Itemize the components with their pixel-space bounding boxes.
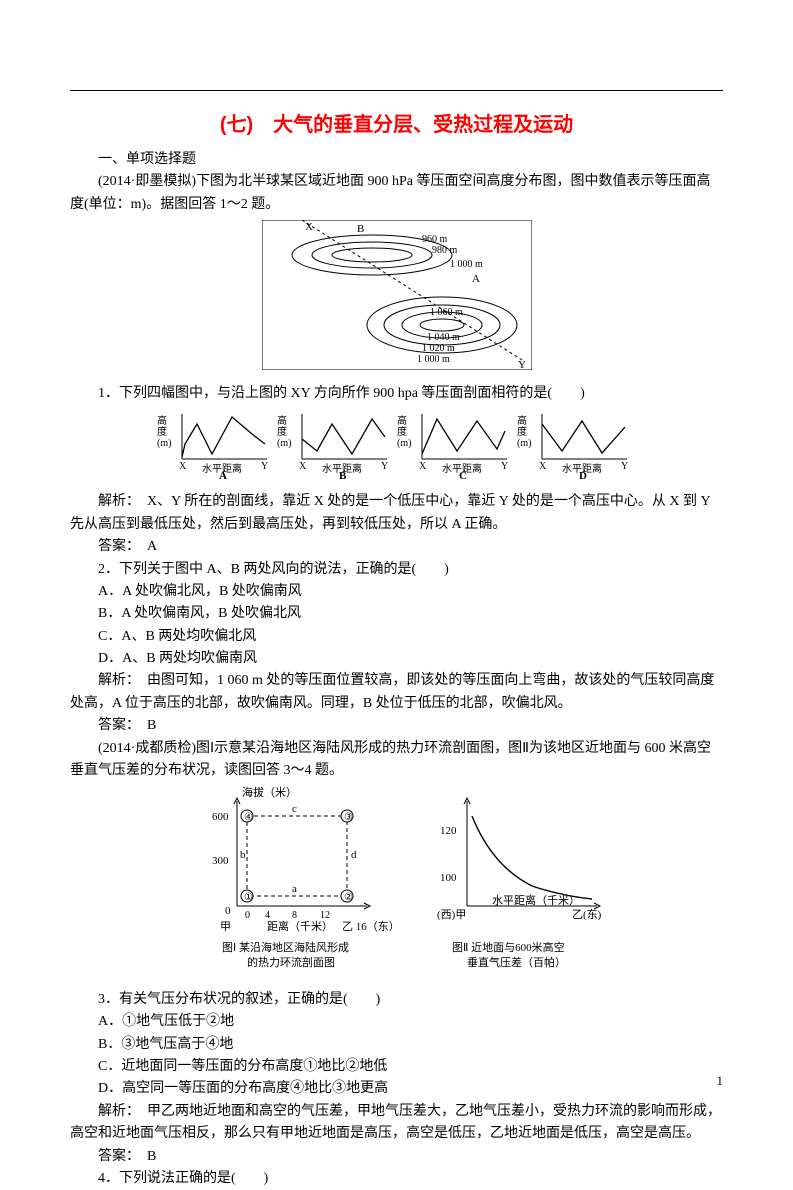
q2-option-a: A．A 处吹偏北风，B 处吹偏南风 bbox=[70, 581, 723, 603]
answer-3: 答案： B bbox=[70, 1146, 723, 1168]
svg-text:度: 度 bbox=[517, 425, 527, 438]
label-b: B bbox=[357, 223, 364, 235]
svg-text:0: 0 bbox=[225, 905, 231, 917]
svg-text:乙(东): 乙(东) bbox=[572, 908, 602, 921]
svg-text:960 m: 960 m bbox=[422, 234, 448, 245]
explanation-3: 解析： 甲乙两地近地面和高空的气压差，甲地气压差大，乙地气压差小，受热力环流的影… bbox=[70, 1101, 723, 1146]
svg-text:(m): (m) bbox=[277, 438, 291, 449]
q2-option-b: B．A 处吹偏南风，B 处吹偏北风 bbox=[70, 603, 723, 625]
explanation-2: 解析： 由图可知，1 060 m 处的等压面位置较高，即该处的等压面向上弯曲，故… bbox=[70, 670, 723, 715]
svg-text:a: a bbox=[292, 883, 297, 895]
svg-text:③: ③ bbox=[344, 812, 353, 823]
svg-text:300: 300 bbox=[212, 855, 229, 867]
q3-option-d: D．高空同一等压面的分布高度④地比③地更高 bbox=[70, 1078, 723, 1100]
svg-text:④: ④ bbox=[244, 812, 253, 823]
q2-option-c: C．A、B 两处均吹偏北风 bbox=[70, 626, 723, 648]
svg-text:Y: Y bbox=[381, 461, 388, 472]
svg-text:X: X bbox=[179, 461, 187, 472]
svg-text:b: b bbox=[240, 849, 246, 861]
svg-text:d: d bbox=[351, 849, 357, 861]
svg-text:1 000 m: 1 000 m bbox=[450, 259, 483, 270]
svg-text:②: ② bbox=[344, 892, 353, 903]
svg-text:980 m: 980 m bbox=[432, 245, 458, 256]
top-rule bbox=[70, 90, 723, 91]
q2-option-d: D．A、B 两处均吹偏南风 bbox=[70, 648, 723, 670]
svg-text:距离（千米）: 距离（千米） bbox=[267, 919, 333, 933]
svg-text:4: 4 bbox=[265, 910, 270, 921]
question-intro-1: (2014·即墨模拟)下图为北半球某区域近地面 900 hPa 等压面空间高度分… bbox=[70, 171, 723, 216]
svg-text:1 040 m: 1 040 m bbox=[427, 332, 460, 343]
svg-text:度: 度 bbox=[277, 425, 287, 438]
svg-text:乙 16（东）: 乙 16（东） bbox=[342, 920, 400, 933]
svg-text:C: C bbox=[459, 470, 467, 479]
svg-text:X: X bbox=[539, 461, 547, 472]
svg-text:Y: Y bbox=[501, 461, 508, 472]
svg-text:高: 高 bbox=[397, 414, 407, 427]
document-page: (七) 大气的垂直分层、受热过程及运动 一、单项选择题 (2014·即墨模拟)下… bbox=[0, 0, 793, 1122]
question-2: 2．下列关于图中 A、B 两处风向的说法，正确的是( ) bbox=[70, 559, 723, 581]
svg-text:度: 度 bbox=[397, 425, 407, 438]
question-1: 1．下列四幅图中，与沿上图的 XY 方向所作 900 hpa 等压面剖面相符的是… bbox=[70, 383, 723, 405]
figure-2-profiles: 高 度 (m) X 水平距离 Y A 高 度 (m) X 水平距离 Y B bbox=[70, 409, 723, 487]
svg-text:D: D bbox=[579, 470, 587, 479]
svg-text:海拔（米）: 海拔（米） bbox=[242, 786, 297, 799]
svg-text:12: 12 bbox=[320, 910, 330, 921]
svg-text:高: 高 bbox=[157, 414, 167, 427]
svg-text:c: c bbox=[292, 803, 297, 815]
svg-text:高: 高 bbox=[277, 414, 287, 427]
svg-text:度: 度 bbox=[157, 425, 167, 438]
svg-text:Y: Y bbox=[621, 461, 628, 472]
question-intro-3: (2014·成都质检)图Ⅰ示意某沿海地区海陆风形成的热力环流剖面图，图Ⅱ为该地区… bbox=[70, 738, 723, 783]
label-x: X bbox=[305, 221, 313, 233]
svg-text:甲: 甲 bbox=[220, 921, 231, 933]
svg-text:1 060 m: 1 060 m bbox=[430, 307, 463, 318]
svg-text:X: X bbox=[299, 461, 307, 472]
svg-text:X: X bbox=[419, 461, 427, 472]
svg-text:(m): (m) bbox=[517, 438, 531, 449]
svg-text:(西)甲: (西)甲 bbox=[437, 909, 466, 921]
svg-text:的热力环流剖面图: 的热力环流剖面图 bbox=[247, 955, 335, 969]
svg-text:B: B bbox=[339, 470, 347, 479]
label-y: Y bbox=[518, 359, 526, 370]
svg-text:高: 高 bbox=[517, 414, 527, 427]
svg-text:图Ⅰ 某沿海地区海陆风形成: 图Ⅰ 某沿海地区海陆风形成 bbox=[222, 940, 349, 954]
svg-text:8: 8 bbox=[292, 910, 297, 921]
answer-1: 答案： A bbox=[70, 536, 723, 558]
section-heading: 一、单项选择题 bbox=[70, 149, 723, 171]
svg-text:(m): (m) bbox=[157, 438, 171, 449]
explanation-1: 解析： X、Y 所在的剖面线，靠近 X 处的是一个低压中心，靠近 Y 处的是一个… bbox=[70, 491, 723, 536]
figure-3-pair: 海拔（米） 600 300 0 ④ ③ ① ② c b bbox=[70, 786, 723, 984]
answer-2: 答案： B bbox=[70, 715, 723, 737]
svg-text:600: 600 bbox=[212, 811, 229, 823]
figure-1-contour-map: X B A Y 960 m 980 m 1 000 m 1 060 m 1 04… bbox=[70, 220, 723, 378]
svg-text:100: 100 bbox=[440, 872, 457, 884]
page-number: 1 bbox=[717, 1071, 724, 1092]
svg-text:①: ① bbox=[244, 892, 253, 903]
svg-text:图Ⅱ 近地面与600米高空: 图Ⅱ 近地面与600米高空 bbox=[452, 940, 565, 954]
q3-option-c: C．近地面同一等压面的分布高度①地比②地低 bbox=[70, 1056, 723, 1078]
svg-text:120: 120 bbox=[440, 825, 457, 837]
question-3: 3．有关气压分布状况的叙述，正确的是( ) bbox=[70, 989, 723, 1011]
q3-option-a: A．①地气压低于②地 bbox=[70, 1011, 723, 1033]
svg-text:Y: Y bbox=[261, 461, 268, 472]
svg-text:垂直气压差（百帕）: 垂直气压差（百帕） bbox=[467, 955, 566, 969]
label-a: A bbox=[472, 273, 480, 285]
svg-text:(m): (m) bbox=[397, 438, 411, 449]
svg-text:0: 0 bbox=[245, 910, 250, 921]
svg-text:水平距离（千米）: 水平距离（千米） bbox=[492, 893, 580, 907]
question-4: 4．下列说法正确的是( ) bbox=[70, 1168, 723, 1190]
svg-text:1 000 m: 1 000 m bbox=[417, 354, 450, 365]
page-title: (七) 大气的垂直分层、受热过程及运动 bbox=[70, 109, 723, 141]
svg-text:1 020 m: 1 020 m bbox=[422, 343, 455, 354]
q3-option-b: B．③地气压高于④地 bbox=[70, 1034, 723, 1056]
svg-text:A: A bbox=[219, 470, 227, 479]
